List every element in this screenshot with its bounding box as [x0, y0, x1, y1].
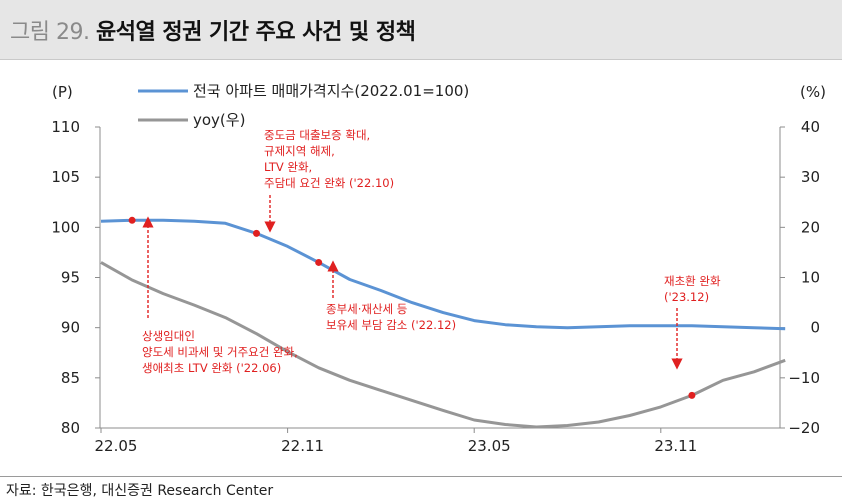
footer-divider — [0, 476, 842, 477]
left-tick-label: 85 — [61, 369, 80, 387]
annotation-point — [315, 258, 323, 266]
annotation-text-line: 중도금 대출보증 확대, — [264, 128, 370, 142]
right-tick-label: 30 — [801, 168, 820, 186]
line-chart: 80 85 90 95 100 105 110 −20 −10 0 10 20 30 40 22.05 22.… — [51, 82, 826, 455]
left-tick-label: 90 — [61, 319, 80, 337]
annotation-text-line: ('23.12) — [664, 290, 709, 304]
annotation-text-line: 주담대 요건 완화 ('22.10) — [264, 176, 394, 190]
figure-title: 윤석열 정권 기간 주요 사건 및 정책 — [96, 20, 416, 45]
left-tick-label: 80 — [61, 419, 80, 437]
right-tick-label: 0 — [810, 319, 820, 337]
figure-title-bar: 그림 29. 윤석열 정권 기간 주요 사건 및 정책 — [0, 0, 842, 60]
right-tick-label: 20 — [801, 218, 820, 236]
series-line-index — [100, 218, 786, 331]
series-line-yoy — [100, 261, 786, 429]
left-tick-label: 100 — [51, 218, 80, 236]
annotation-point — [253, 229, 260, 237]
right-tick-label: 40 — [801, 118, 820, 136]
source-note: 자료: 한국은행, 대신증권 Research Center — [6, 483, 274, 499]
annotation-text-line: 규제지역 해제, — [264, 144, 335, 158]
left-axis-unit: (P) — [52, 83, 73, 101]
annotation-text-line: LTV 완화, — [264, 160, 312, 174]
annotation-point — [128, 216, 136, 224]
annotation-text-line: 보유세 부담 감소 ('22.12) — [326, 318, 456, 332]
right-tick-label: 10 — [801, 269, 820, 287]
x-tick-label: 23.05 — [468, 437, 511, 455]
annotation-point — [688, 391, 696, 399]
annotation-text-line: 생애최초 LTV 완화 ('22.06) — [142, 361, 281, 375]
left-tick-label: 110 — [51, 118, 80, 136]
annotation-text-line: 종부세·재산세 등 — [326, 302, 407, 316]
legend-label-yoy: yoy(우) — [193, 111, 245, 129]
x-tick-label: 22.05 — [95, 437, 138, 455]
left-tick-label: 95 — [61, 269, 80, 287]
right-tick-label: −20 — [788, 419, 820, 437]
legend-label-index: 전국 아파트 매매가격지수(2022.01=100) — [193, 82, 469, 100]
right-tick-label: −10 — [788, 369, 820, 387]
annotation-text-line: 양도세 비과세 및 거주요건 완화, — [142, 345, 298, 359]
figure-number: 그림 29. — [10, 20, 90, 45]
right-axis-unit: (%) — [800, 83, 826, 101]
left-tick-label: 105 — [51, 168, 80, 186]
annotation-text-line: 재초환 완화 — [664, 274, 721, 288]
x-tick-label: 23.11 — [654, 437, 697, 455]
annotation-text-line: 상생임대인 — [142, 329, 195, 343]
x-tick-label: 22.11 — [281, 437, 324, 455]
